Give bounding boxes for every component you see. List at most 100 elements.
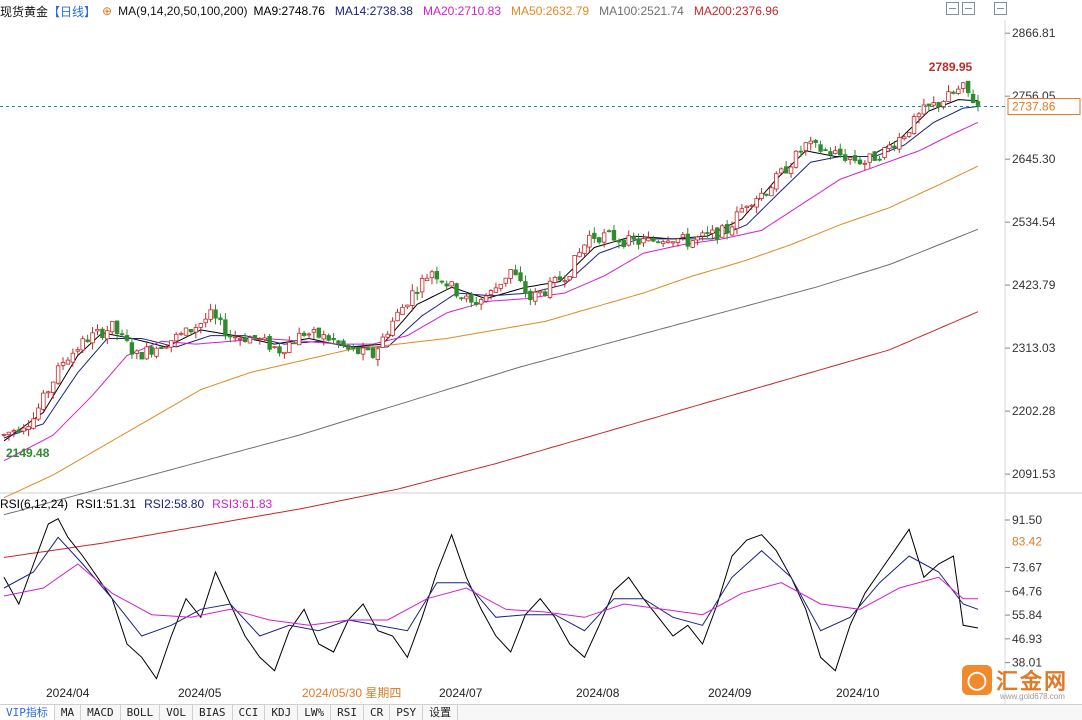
candle-body (375, 348, 381, 360)
candle-body (262, 337, 267, 341)
candle-body (877, 158, 882, 161)
tab-12[interactable]: 设置 (423, 705, 459, 720)
candle-body (779, 168, 784, 174)
candle-body (405, 304, 410, 308)
candle-body (597, 237, 602, 243)
candle-body (808, 140, 813, 145)
candle-body (183, 327, 189, 336)
candle-body (710, 229, 715, 234)
price-chart[interactable]: 2866.812756.052645.302534.542423.792313.… (0, 0, 1082, 704)
candle-body (483, 295, 489, 302)
candle-body (621, 239, 627, 247)
candle-body (641, 238, 646, 244)
candle-body (764, 193, 769, 196)
candle-body (956, 88, 961, 94)
candle-body (282, 351, 287, 355)
minimize-icon[interactable] (962, 2, 975, 15)
candle-body (754, 198, 759, 208)
candle-body (774, 173, 779, 190)
ma-value-5: MA200:2376.96 (693, 4, 779, 18)
candle-body (567, 275, 572, 281)
candle-body (228, 334, 233, 338)
candle-body (705, 232, 710, 234)
candle-body (818, 144, 823, 152)
candle-body (508, 269, 513, 279)
tab-10[interactable]: CR (364, 705, 391, 720)
ma-line-MA9 (3, 99, 979, 442)
tab-9[interactable]: RSI (331, 705, 364, 720)
candle-body (685, 233, 690, 247)
candle-body (867, 153, 872, 163)
candle-body (798, 150, 804, 153)
candle-body (449, 281, 454, 287)
candle-body (301, 332, 307, 336)
rsi-header: RSI(6,12,24) RSI1:51.31 RSI2:58.80 RSI3:61… (0, 497, 272, 511)
candle-body (941, 101, 946, 108)
candle-body (144, 346, 149, 360)
candle-body (616, 240, 622, 243)
candle-body (233, 336, 238, 339)
candle-body (838, 148, 843, 156)
xtick-label-3: 2024/07 (439, 686, 483, 700)
ytick-label-6: 2202.28 (1012, 404, 1056, 418)
candle-body (680, 234, 686, 238)
rsi-ytick-label-1: 73.67 (1012, 561, 1042, 575)
candle-body (159, 346, 164, 350)
candle-body (277, 346, 282, 354)
candle-body (75, 349, 80, 352)
symbol-title: 现货黄金 (0, 4, 49, 19)
candle-body (769, 187, 774, 197)
tab-1[interactable]: MA (55, 705, 82, 720)
period-label[interactable]: 【日线】 (48, 4, 97, 19)
tab-5[interactable]: BIAS (193, 705, 233, 720)
tab-3[interactable]: BOLL (121, 705, 161, 720)
candle-body (464, 295, 469, 300)
tab-4[interactable]: VOL (160, 705, 193, 720)
rsi-ytick-label-0: 91.50 (1012, 513, 1042, 527)
tab-8[interactable]: LW% (298, 705, 332, 720)
candle-body (341, 340, 346, 347)
candle-body (31, 418, 36, 429)
candle-body (469, 293, 474, 303)
candle-body (6, 431, 12, 436)
tab-7[interactable]: KDJ (265, 705, 299, 720)
candle-body (95, 328, 100, 332)
candle-body (385, 333, 390, 338)
candle-body (193, 327, 199, 333)
candle-body (665, 240, 671, 243)
candle-body (700, 232, 705, 237)
high-label: 2789.95 (929, 60, 973, 74)
tab-2[interactable]: MACD (81, 705, 121, 720)
candle-body (419, 278, 425, 293)
candle-body (478, 299, 484, 305)
tab-6[interactable]: CCI (233, 705, 266, 720)
restore-icon[interactable] (994, 2, 1007, 15)
candle-body (646, 237, 651, 242)
candle-body (513, 269, 518, 276)
tab-0[interactable]: VIP指标 (0, 705, 55, 720)
candle-body (395, 311, 400, 322)
candle-body (70, 352, 76, 363)
candle-body (660, 241, 666, 245)
candle-body (365, 347, 371, 351)
expand-toggle-icon[interactable]: ⊕ (102, 4, 113, 18)
ytick-label-3: 2534.54 (1012, 215, 1056, 229)
candle-body (213, 309, 218, 319)
candle-body (788, 166, 794, 174)
candle-body (26, 426, 31, 430)
candle-body (331, 337, 336, 341)
tab-11[interactable]: PSY (390, 705, 424, 720)
ma-line-MA100 (3, 228, 979, 516)
zoom-out-icon[interactable] (946, 2, 959, 15)
candle-body (296, 332, 302, 346)
candle-body (931, 102, 936, 106)
candle-body (577, 251, 582, 258)
candle-body (523, 281, 528, 294)
ytick-label-2: 2645.30 (1012, 152, 1056, 166)
candle-body (965, 80, 971, 94)
candle-body (316, 327, 322, 338)
candle-body (803, 142, 809, 151)
candle-body (793, 150, 799, 168)
candle-body (626, 235, 631, 246)
candle-body (872, 151, 877, 161)
